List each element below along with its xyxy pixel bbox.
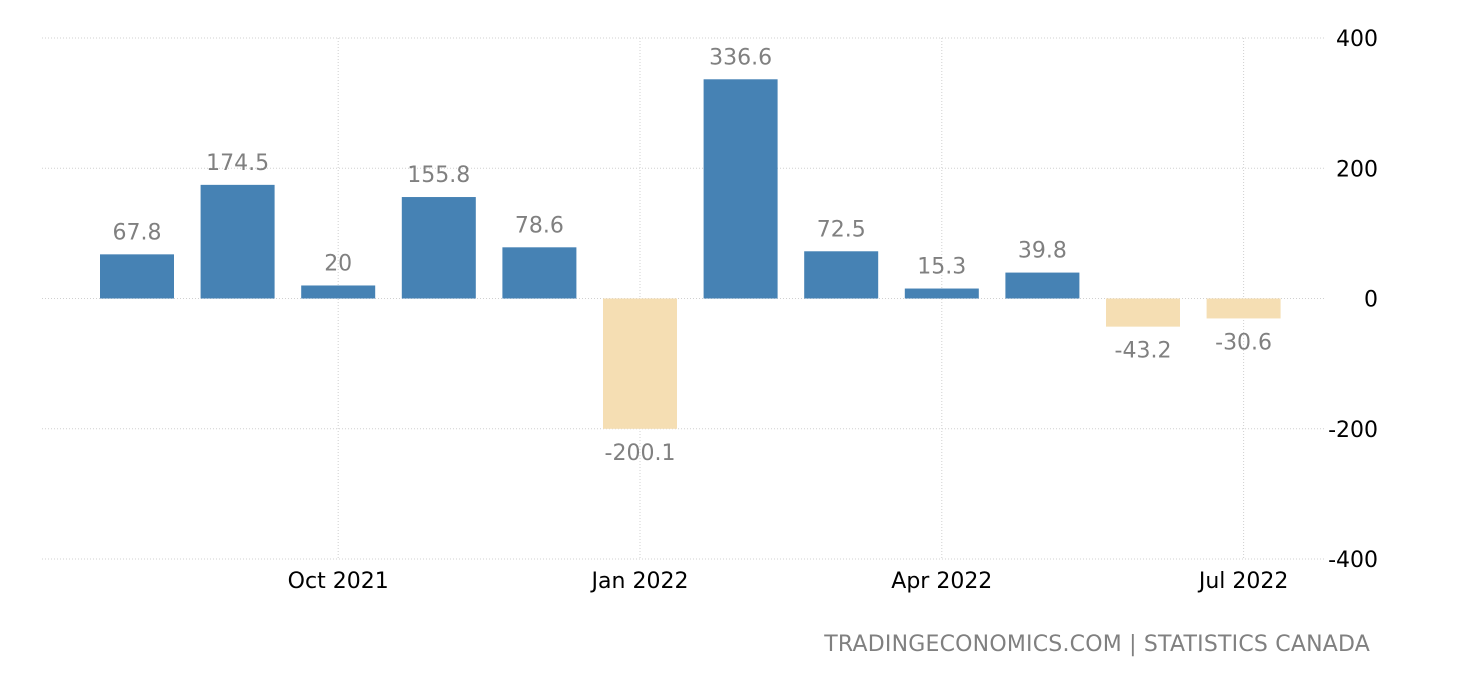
data-label: 336.6 xyxy=(709,45,772,70)
bar-oct-2021 xyxy=(301,285,376,299)
data-labels: 67.8 174.5 20 155.8 78.6 -200.1 336.6 72.5 15.3 3… xyxy=(113,45,1273,466)
bar-jun-2022 xyxy=(1106,298,1180,327)
data-label: 72.5 xyxy=(817,217,866,242)
x-tick-label: Jan 2022 xyxy=(590,569,689,594)
x-tick-label: Jul 2022 xyxy=(1197,569,1289,594)
x-tick-label: Oct 2021 xyxy=(288,569,389,594)
y-axis: 400 200 0 -200 -400 xyxy=(1328,27,1378,573)
data-label: -200.1 xyxy=(605,441,676,466)
data-label: 39.8 xyxy=(1018,239,1067,264)
data-label: 67.8 xyxy=(113,220,162,245)
y-tick-label: 0 xyxy=(1364,288,1378,313)
y-tick-label: -200 xyxy=(1328,418,1378,443)
bar-mar-2022 xyxy=(804,251,879,299)
bar-sep-2021 xyxy=(200,184,275,299)
data-label: 155.8 xyxy=(407,163,470,188)
bar-feb-2022 xyxy=(703,79,778,299)
bar-aug-2021 xyxy=(100,254,174,299)
bar-jul-2022 xyxy=(1206,298,1281,319)
data-label: -30.6 xyxy=(1215,330,1272,355)
bar-jan-2022 xyxy=(603,298,677,429)
bar-dec-2021 xyxy=(502,247,577,299)
bar-may-2022 xyxy=(1005,272,1080,299)
source-footer: TRADINGECONOMICS.COM | STATISTICS CANADA xyxy=(823,632,1370,657)
x-axis: Oct 2021 Jan 2022 Apr 2022 Jul 2022 xyxy=(288,569,1289,594)
data-label: 15.3 xyxy=(917,255,966,280)
y-tick-label: 200 xyxy=(1336,157,1378,182)
bar-nov-2021 xyxy=(401,197,476,299)
x-tick-label: Apr 2022 xyxy=(891,569,992,594)
data-label: -43.2 xyxy=(1115,339,1172,364)
data-label: 174.5 xyxy=(206,151,269,176)
bar-apr-2022 xyxy=(904,288,979,299)
bars xyxy=(100,79,1281,429)
data-label: 78.6 xyxy=(515,213,564,238)
y-tick-label: 400 xyxy=(1336,27,1378,52)
data-label: 20 xyxy=(324,251,352,276)
y-tick-label: -400 xyxy=(1328,548,1378,573)
